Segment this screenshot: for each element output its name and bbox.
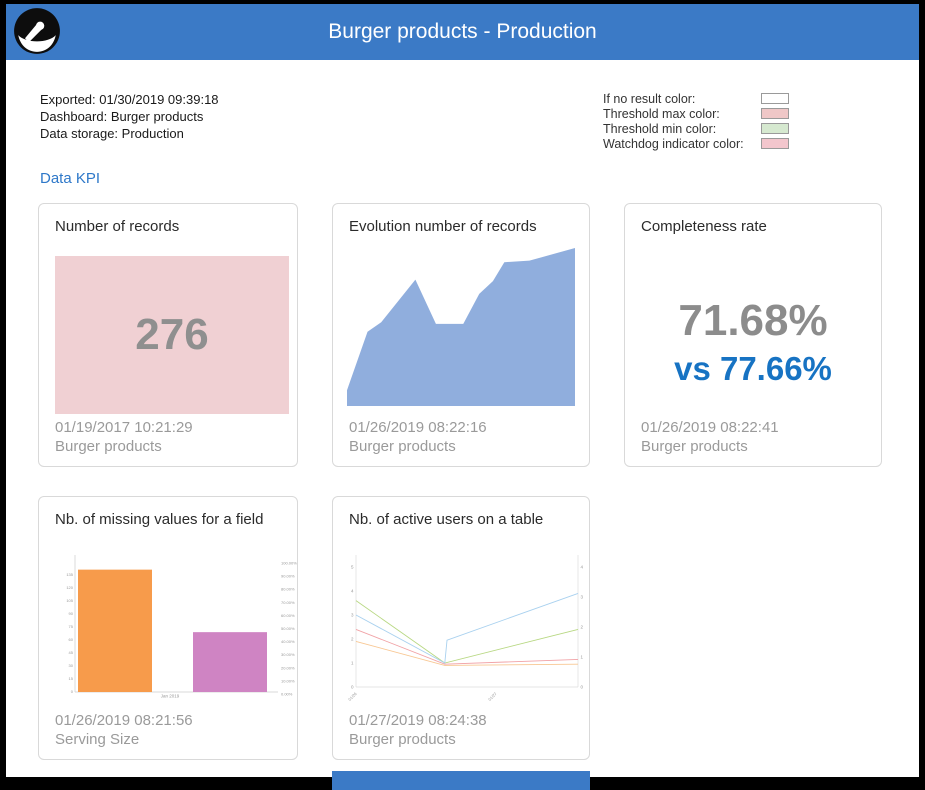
kpi-card-number-of-records: Number of records 276 01/19/2017 10:21:2… xyxy=(38,203,298,467)
kpi-card-evolution-records: Evolution number of records 01/26/2019 0… xyxy=(332,203,590,467)
kpi-value-box: 276 xyxy=(55,256,289,414)
svg-text:0.00%: 0.00% xyxy=(281,692,293,697)
svg-text:1: 1 xyxy=(351,661,354,666)
card-title: Evolution number of records xyxy=(349,218,537,235)
legend-row-no-result: If no result color: xyxy=(603,92,789,107)
bar-chart: 135 120 105 90 75 60 45 30 15 0 100.00% 90.00% 80.00… xyxy=(66,555,297,699)
svg-text:01/26: 01/26 xyxy=(347,691,358,702)
svg-text:0: 0 xyxy=(351,685,354,690)
card-footer: 01/26/2019 08:22:16 Burger products xyxy=(349,418,487,456)
legend-label: If no result color: xyxy=(603,92,696,106)
watchdog-color-swatch xyxy=(761,138,789,149)
svg-text:3: 3 xyxy=(581,595,584,600)
kpi-card-missing-values: Nb. of missing values for a field 135 120… xyxy=(38,496,298,760)
export-timestamp: Exported: 01/30/2019 09:39:18 xyxy=(40,92,219,107)
card-subtitle: Burger products xyxy=(641,438,748,455)
svg-text:Jan 2019: Jan 2019 xyxy=(161,694,180,699)
legend-label: Watchdog indicator color: xyxy=(603,137,744,151)
card-footer: 01/19/2017 10:21:29 Burger products xyxy=(55,418,193,456)
page-frame: Burger products - Production Exported: 0… xyxy=(6,4,919,777)
svg-text:135: 135 xyxy=(66,572,73,577)
card-timestamp: 01/19/2017 10:21:29 xyxy=(55,419,193,436)
legend-row-threshold-min: Threshold min color: xyxy=(603,122,789,137)
svg-text:5: 5 xyxy=(351,565,354,570)
card-title: Completeness rate xyxy=(641,218,767,235)
svg-text:45: 45 xyxy=(69,650,74,655)
card-footer: 01/27/2019 08:24:38 Burger products xyxy=(349,711,487,749)
section-title-data-kpi: Data KPI xyxy=(40,170,101,187)
kpi-card-active-users: Nb. of active users on a table 5 4 3 2 1 0 4 3 2… xyxy=(332,496,590,760)
svg-text:100.00%: 100.00% xyxy=(281,561,297,566)
svg-text:3: 3 xyxy=(351,613,354,618)
page-title: Burger products - Production xyxy=(328,20,597,43)
svg-text:10.00%: 10.00% xyxy=(281,678,295,683)
card-subtitle: Burger products xyxy=(349,731,456,748)
export-dashboard: Dashboard: Burger products xyxy=(40,109,204,124)
svg-text:60: 60 xyxy=(69,637,74,642)
svg-text:120: 120 xyxy=(66,585,73,590)
header-bar: Burger products - Production xyxy=(6,4,919,60)
area-chart xyxy=(347,248,575,406)
footer-accent-bar xyxy=(332,771,590,790)
svg-text:2: 2 xyxy=(351,637,354,642)
legend-row-threshold-max: Threshold max color: xyxy=(603,107,789,122)
card-timestamp: 01/26/2019 08:21:56 xyxy=(55,712,193,729)
legend-row-watchdog: Watchdog indicator color: xyxy=(603,137,789,152)
kpi-value: 276 xyxy=(135,310,209,359)
svg-text:30: 30 xyxy=(69,663,74,668)
export-data-storage: Data storage: Production xyxy=(40,126,184,141)
legend-label: Threshold min color: xyxy=(603,122,717,136)
svg-text:30.00%: 30.00% xyxy=(281,652,295,657)
svg-text:40.00%: 40.00% xyxy=(281,639,295,644)
card-footer: 01/26/2019 08:21:56 Serving Size xyxy=(55,711,193,749)
gauge-icon xyxy=(14,8,60,54)
svg-text:90: 90 xyxy=(69,611,74,616)
threshold-min-color-swatch xyxy=(761,123,789,134)
card-subtitle: Burger products xyxy=(349,438,456,455)
completeness-comparison: vs 77.66% xyxy=(674,350,832,387)
card-timestamp: 01/26/2019 08:22:41 xyxy=(641,419,779,436)
svg-text:2: 2 xyxy=(581,625,584,630)
svg-text:80.00%: 80.00% xyxy=(281,587,295,592)
svg-text:20.00%: 20.00% xyxy=(281,665,295,670)
svg-text:4: 4 xyxy=(351,589,354,594)
card-subtitle: Burger products xyxy=(55,438,162,455)
completeness-value: 71.68% xyxy=(678,296,828,345)
card-timestamp: 01/27/2019 08:24:38 xyxy=(349,712,487,729)
card-footer: 01/26/2019 08:22:41 Burger products xyxy=(641,418,779,456)
svg-text:75: 75 xyxy=(69,624,74,629)
legend-label: Threshold max color: xyxy=(603,107,720,121)
threshold-max-color-swatch xyxy=(761,108,789,119)
card-title: Nb. of active users on a table xyxy=(349,511,544,528)
card-title: Number of records xyxy=(55,218,180,235)
svg-text:105: 105 xyxy=(66,598,73,603)
card-subtitle: Serving Size xyxy=(55,731,140,748)
export-info: Exported: 01/30/2019 09:39:18 Dashboard:… xyxy=(40,91,219,142)
svg-text:1: 1 xyxy=(581,655,584,660)
svg-text:01/27: 01/27 xyxy=(487,691,498,702)
svg-text:15: 15 xyxy=(69,676,74,681)
no-result-color-swatch xyxy=(761,93,789,104)
card-title: Nb. of missing values for a field xyxy=(55,511,264,528)
svg-text:50.00%: 50.00% xyxy=(281,626,295,631)
kpi-card-completeness-rate: Completeness rate 71.68% vs 77.66% 01/26… xyxy=(624,203,882,467)
card-timestamp: 01/26/2019 08:22:16 xyxy=(349,419,487,436)
color-legend: If no result color: Threshold max color:… xyxy=(603,92,789,152)
svg-text:90.00%: 90.00% xyxy=(281,574,295,579)
svg-text:60.00%: 60.00% xyxy=(281,613,295,618)
svg-text:4: 4 xyxy=(581,565,584,570)
svg-text:0: 0 xyxy=(71,689,74,694)
svg-text:70.00%: 70.00% xyxy=(281,600,295,605)
svg-text:0: 0 xyxy=(581,685,584,690)
